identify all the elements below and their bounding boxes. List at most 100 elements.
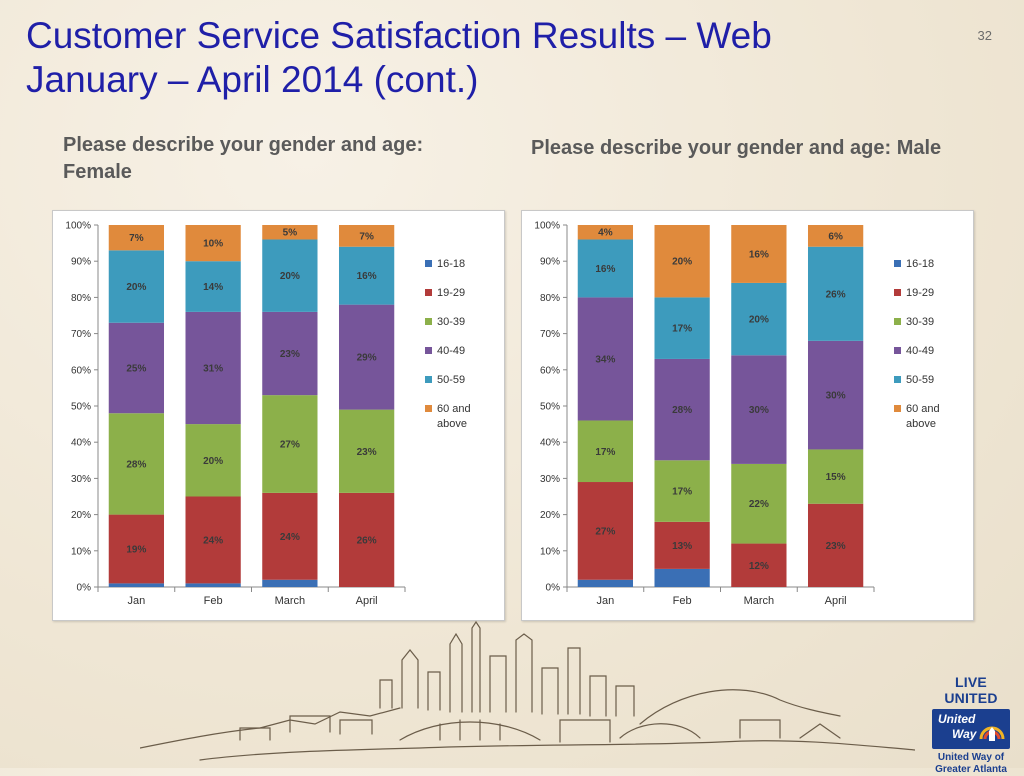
y-tick-label: 50% bbox=[540, 402, 560, 413]
bar-segment bbox=[262, 579, 318, 587]
bar-segment bbox=[185, 311, 241, 425]
legend-label: 40-49 bbox=[906, 345, 934, 357]
bar-segment bbox=[654, 358, 710, 461]
bar-segment bbox=[807, 503, 864, 587]
data-label: 23% bbox=[357, 447, 377, 458]
data-label: 16% bbox=[749, 249, 769, 260]
bar-segment bbox=[185, 261, 241, 312]
hand-rainbow-icon bbox=[979, 726, 1005, 741]
data-label: 7% bbox=[359, 231, 374, 242]
bar-segment bbox=[262, 225, 318, 240]
legend-label: above bbox=[437, 418, 467, 430]
x-category-label: March bbox=[275, 595, 306, 607]
y-tick-label: 100% bbox=[534, 221, 560, 232]
data-label: 34% bbox=[595, 354, 615, 365]
y-tick-label: 100% bbox=[65, 221, 91, 232]
legend-label: 40-49 bbox=[437, 345, 465, 357]
legend-swatch bbox=[894, 289, 901, 296]
legend-swatch bbox=[894, 347, 901, 354]
bar-segment bbox=[338, 409, 395, 493]
legend-swatch bbox=[894, 260, 901, 267]
bar-segment bbox=[262, 395, 318, 493]
data-label: 19% bbox=[126, 544, 146, 555]
y-tick-label: 0% bbox=[77, 583, 92, 594]
data-label: 10% bbox=[203, 239, 223, 250]
legend-swatch bbox=[425, 289, 432, 296]
bar-segment bbox=[654, 460, 710, 522]
city-skyline-illustration bbox=[140, 620, 915, 761]
bar-segment bbox=[185, 424, 241, 497]
logo-org-line2: Greater Atlanta bbox=[935, 764, 1007, 775]
y-tick-label: 90% bbox=[71, 257, 91, 268]
y-tick-label: 80% bbox=[71, 293, 91, 304]
data-label: 29% bbox=[357, 353, 377, 364]
data-label: 17% bbox=[672, 324, 692, 335]
data-label: 24% bbox=[203, 535, 223, 546]
bar-segment bbox=[731, 225, 787, 283]
data-label: 24% bbox=[280, 532, 300, 543]
data-label: 31% bbox=[203, 363, 223, 374]
legend-label: 19-29 bbox=[437, 287, 465, 299]
y-tick-label: 20% bbox=[540, 510, 560, 521]
y-tick-label: 90% bbox=[540, 257, 560, 268]
bar-segment bbox=[108, 583, 165, 587]
bar-segment bbox=[262, 239, 318, 312]
bar-segment bbox=[577, 579, 634, 587]
legend-label: 30-39 bbox=[906, 316, 934, 328]
data-label: 12% bbox=[749, 561, 769, 572]
data-label: 13% bbox=[672, 541, 692, 552]
legend-swatch bbox=[894, 405, 901, 412]
data-label: 15% bbox=[826, 472, 846, 483]
bar-segment bbox=[338, 492, 395, 587]
data-label: 20% bbox=[126, 282, 146, 293]
bar-segment bbox=[654, 521, 710, 569]
legend-swatch bbox=[425, 347, 432, 354]
bar-segment bbox=[731, 463, 787, 544]
data-label: 22% bbox=[749, 499, 769, 510]
data-label: 4% bbox=[598, 228, 613, 239]
y-tick-label: 10% bbox=[540, 546, 560, 557]
data-label: 25% bbox=[126, 363, 146, 374]
bar-segment bbox=[108, 225, 165, 251]
legend-label: above bbox=[906, 418, 936, 430]
bar-segment bbox=[108, 514, 165, 584]
x-category-label: April bbox=[825, 595, 847, 607]
legend-swatch bbox=[894, 376, 901, 383]
x-category-label: Feb bbox=[673, 595, 692, 607]
data-label: 16% bbox=[595, 264, 615, 275]
slide-title-line2: January – April 2014 (cont.) bbox=[26, 59, 479, 100]
bar-segment bbox=[108, 250, 165, 323]
data-label: 5% bbox=[283, 228, 298, 239]
data-label: 17% bbox=[595, 447, 615, 458]
data-label: 20% bbox=[672, 257, 692, 268]
y-tick-label: 40% bbox=[71, 438, 91, 449]
bar-segment bbox=[807, 246, 864, 341]
legend-label: 60 and bbox=[437, 403, 471, 415]
data-label: 14% bbox=[203, 282, 223, 293]
bar-segment bbox=[577, 225, 634, 240]
slide-title: Customer Service Satisfaction Results – … bbox=[26, 14, 926, 102]
bar-segment bbox=[338, 225, 395, 247]
female-chart-panel: 0% 10% 20% 30% 40% 50% 60% 70% 80% 90% 100% Jan Feb M… bbox=[52, 210, 505, 621]
bar-segment bbox=[577, 420, 634, 483]
y-tick-label: 60% bbox=[71, 365, 91, 376]
logo-word-united: United bbox=[938, 712, 976, 726]
united-way-logo: LIVE UNITED United Way United Way of Gre… bbox=[928, 674, 1014, 775]
logo-org-line1: United Way of bbox=[937, 752, 1005, 763]
y-tick-label: 60% bbox=[540, 365, 560, 376]
x-category-label: Jan bbox=[597, 595, 615, 607]
slide-number: 32 bbox=[977, 28, 992, 43]
data-label: 6% bbox=[828, 231, 843, 242]
bar-segment bbox=[338, 246, 395, 305]
legend-label: 19-29 bbox=[906, 287, 934, 299]
bar-segment bbox=[654, 297, 710, 359]
male-stacked-bar-chart: 0% 10% 20% 30% 40% 50% 60% 70% 80% 90% 100% Jan Feb M… bbox=[534, 221, 939, 608]
data-label: 20% bbox=[749, 315, 769, 326]
bar-segment bbox=[731, 543, 787, 587]
bar-segment bbox=[262, 492, 318, 580]
female-chart-subtitle: Please describe your gender and age: Fem… bbox=[63, 134, 424, 183]
data-label: 23% bbox=[826, 541, 846, 552]
y-tick-label: 0% bbox=[546, 583, 561, 594]
male-chart-subtitle: Please describe your gender and age: Mal… bbox=[531, 137, 942, 159]
y-tick-label: 70% bbox=[540, 329, 560, 340]
